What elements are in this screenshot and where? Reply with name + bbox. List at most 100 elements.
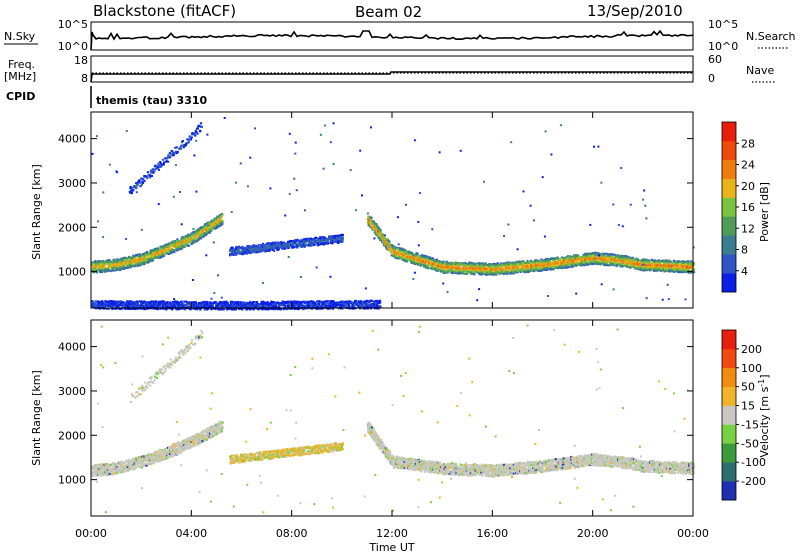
echo-mark (423, 261, 426, 264)
echo-mark (93, 304, 96, 307)
echo-mark (642, 265, 645, 268)
echo-mark (547, 261, 550, 264)
echo-mark (97, 300, 100, 303)
echo-mark (682, 265, 685, 268)
echo-mark (421, 263, 424, 266)
echo-mark (129, 191, 132, 194)
echo-mark (640, 259, 643, 261)
echo-mark (535, 269, 538, 272)
echo-mark (190, 136, 193, 139)
echo-mark (108, 300, 111, 303)
echo-mark (272, 245, 275, 248)
echo-mark (675, 264, 678, 267)
echo-mark (119, 304, 122, 307)
echo-mark (150, 175, 153, 177)
echo-mark (218, 214, 222, 217)
echo-mark (590, 257, 594, 260)
echo-mark (157, 252, 160, 255)
echo-mark (596, 254, 599, 257)
echo-mark (457, 265, 460, 268)
echo-mark (167, 160, 170, 163)
echo-mark (140, 177, 143, 180)
echo-mark (169, 156, 172, 159)
echo-mark (627, 255, 630, 258)
echo-mark (608, 256, 611, 259)
echo-mark (165, 247, 168, 250)
echo-mark (100, 268, 103, 271)
echo-mark (651, 264, 654, 267)
echo-mark (398, 257, 401, 260)
echo-mark (166, 250, 169, 253)
echo-mark (159, 166, 162, 168)
echo-mark (400, 253, 403, 256)
echo-mark (668, 263, 671, 266)
echo-mark (274, 243, 277, 246)
power-echoes (91, 117, 696, 311)
echo-mark (135, 186, 138, 189)
echo-mark (134, 303, 137, 306)
echo-mark (193, 132, 196, 135)
echo-mark (663, 270, 666, 273)
echo-mark (436, 260, 439, 263)
echo-mark (132, 254, 136, 257)
echo-mark (632, 265, 635, 268)
echo-mark (196, 230, 199, 233)
echo-mark (196, 132, 199, 135)
echo-mark (444, 268, 447, 271)
echo-mark (165, 160, 168, 163)
echo-mark (478, 262, 481, 265)
echo-mark (258, 250, 261, 253)
echo-mark (201, 228, 204, 231)
echo-mark (248, 250, 251, 253)
echo-mark (98, 307, 102, 310)
echo-mark (139, 264, 142, 267)
echo-mark (680, 269, 683, 272)
echo-mark (615, 254, 618, 257)
echo-mark (282, 241, 285, 244)
echo-mark (402, 253, 405, 256)
echo-mark (116, 268, 119, 271)
echo-mark (428, 263, 431, 266)
echo-mark (94, 267, 97, 269)
echo-mark (154, 167, 157, 170)
echo-mark (517, 268, 520, 271)
echo-mark (101, 270, 104, 272)
echo-mark (121, 260, 124, 263)
echo-mark (653, 269, 656, 272)
echo-mark (199, 231, 202, 234)
echo-mark (311, 243, 314, 245)
echo-mark (423, 265, 426, 268)
echo-mark (456, 267, 459, 270)
echo-mark (143, 256, 146, 259)
echo-mark (162, 248, 165, 250)
echo-mark (262, 249, 265, 252)
echo-mark (395, 257, 398, 260)
echo-mark (290, 239, 293, 242)
echo-mark (463, 268, 466, 271)
echo-mark (92, 261, 95, 264)
echo-mark (442, 265, 445, 268)
echo-mark (543, 264, 547, 267)
echo-mark (103, 305, 107, 308)
echo-mark (369, 216, 372, 219)
echo-mark (328, 237, 332, 240)
echo-mark (552, 259, 556, 262)
echo-mark (138, 179, 141, 182)
echo-mark (220, 216, 223, 219)
echo-mark (153, 305, 156, 308)
echo-mark (460, 264, 463, 266)
echo-mark (370, 224, 374, 227)
echo-mark (195, 233, 198, 236)
echo-mark (587, 263, 590, 266)
echo-mark (668, 270, 671, 273)
echo-mark (221, 223, 224, 226)
echo-mark (390, 251, 393, 254)
echo-mark (550, 268, 553, 270)
echo-mark (174, 243, 177, 246)
echo-mark (608, 260, 611, 263)
echo-mark (405, 253, 408, 256)
echo-mark (100, 263, 103, 266)
echo-mark (115, 263, 118, 266)
echo-mark (175, 146, 178, 149)
echo-mark (390, 248, 393, 251)
